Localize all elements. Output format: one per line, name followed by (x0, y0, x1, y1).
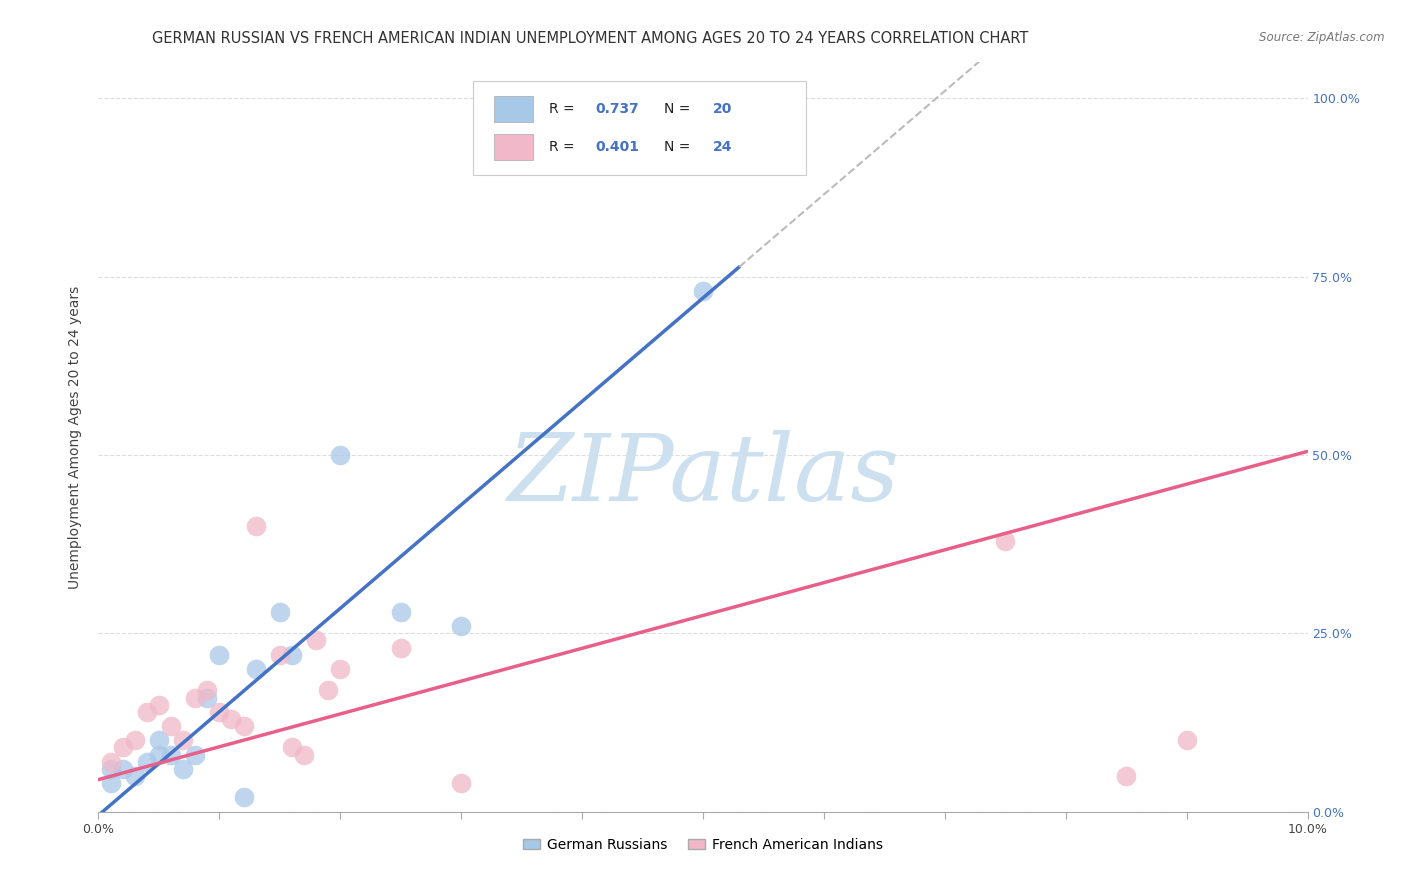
Point (232, 790, 254, 805)
Point (172, 762, 194, 776)
Point (305, 633, 328, 648)
Point (208, 705, 231, 719)
Text: Source: ZipAtlas.com: Source: ZipAtlas.com (1260, 31, 1385, 45)
Point (148, 698, 170, 712)
Point (221, 712, 243, 726)
Text: ZIPatlas: ZIPatlas (508, 430, 898, 519)
Point (245, 662, 267, 676)
Point (316, 683, 339, 698)
Point (124, 733, 146, 747)
Point (692, 284, 714, 298)
Point (100, 755, 122, 769)
Text: GERMAN RUSSIAN VS FRENCH AMERICAN INDIAN UNEMPLOYMENT AMONG AGES 20 TO 24 YEARS : GERMAN RUSSIAN VS FRENCH AMERICAN INDIAN… (152, 31, 1029, 46)
Point (148, 747, 170, 762)
Point (208, 648, 231, 662)
Point (172, 733, 194, 747)
Point (269, 648, 291, 662)
Text: 0.737: 0.737 (595, 102, 640, 116)
Bar (494, 96, 533, 122)
Point (160, 719, 183, 733)
Point (160, 747, 183, 762)
Point (329, 662, 352, 676)
Point (195, 683, 218, 698)
Point (124, 769, 146, 783)
FancyBboxPatch shape (474, 81, 806, 175)
Point (148, 733, 170, 747)
Text: N =: N = (664, 140, 695, 154)
Point (111, 740, 134, 755)
Point (135, 755, 157, 769)
Text: 20: 20 (713, 102, 733, 116)
Text: N =: N = (664, 102, 695, 116)
Point (232, 719, 254, 733)
Text: 0.401: 0.401 (595, 140, 640, 154)
Text: 24: 24 (713, 140, 733, 154)
Text: R =: R = (550, 102, 579, 116)
Point (100, 762, 122, 776)
Point (245, 519, 267, 533)
Point (184, 690, 207, 705)
Point (450, 619, 472, 633)
Point (994, 533, 1017, 548)
Point (281, 740, 304, 755)
Point (329, 448, 352, 462)
Point (450, 776, 472, 790)
Point (195, 690, 218, 705)
Point (292, 747, 315, 762)
Point (1175, 733, 1198, 747)
Y-axis label: Unemployment Among Ages 20 to 24 years: Unemployment Among Ages 20 to 24 years (69, 285, 83, 589)
Legend: German Russians, French American Indians: German Russians, French American Indians (517, 832, 889, 857)
Point (111, 762, 134, 776)
Point (269, 605, 291, 619)
Point (100, 776, 122, 790)
Point (389, 605, 412, 619)
Point (281, 648, 304, 662)
Point (184, 747, 207, 762)
Point (135, 705, 157, 719)
Text: R =: R = (550, 140, 579, 154)
Bar (494, 134, 533, 160)
Point (1115, 769, 1137, 783)
Point (389, 640, 412, 655)
